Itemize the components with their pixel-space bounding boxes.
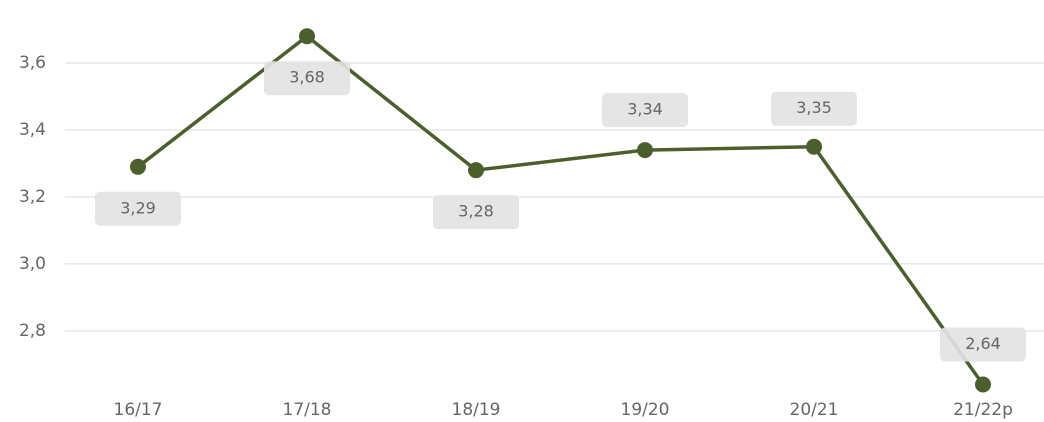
value-label: 3,28 bbox=[458, 202, 494, 221]
point bbox=[637, 142, 653, 159]
y-tick-label: 3,4 bbox=[19, 120, 46, 140]
value-label: 3,35 bbox=[796, 98, 832, 117]
y-tick-label: 2,8 bbox=[19, 321, 46, 341]
point bbox=[975, 376, 991, 393]
value-label-box bbox=[602, 93, 688, 128]
value-label-box bbox=[940, 327, 1026, 362]
x-tick-label: 21/22p bbox=[953, 400, 1013, 420]
point bbox=[130, 158, 146, 175]
value-label-box bbox=[264, 61, 350, 96]
x-tick-label: 19/20 bbox=[621, 400, 670, 420]
y-tick-label: 3,6 bbox=[19, 53, 46, 73]
point bbox=[299, 28, 315, 45]
point bbox=[468, 162, 484, 179]
value-label-box bbox=[771, 91, 857, 126]
point bbox=[806, 138, 822, 155]
x-tick-label: 16/17 bbox=[114, 400, 163, 420]
y-tick-label: 3,2 bbox=[19, 187, 46, 207]
value-label-box bbox=[433, 195, 519, 230]
y-tick-label: 3,0 bbox=[19, 254, 46, 274]
value-label: 3,29 bbox=[120, 198, 156, 217]
x-tick-label: 18/19 bbox=[452, 400, 501, 420]
value-label: 3,68 bbox=[289, 68, 325, 87]
value-label: 2,64 bbox=[965, 334, 1001, 353]
value-label: 3,34 bbox=[627, 100, 663, 119]
line bbox=[136, 34, 985, 386]
x-tick-label: 17/18 bbox=[283, 400, 332, 420]
value-label-box bbox=[95, 191, 181, 226]
x-tick-label: 20/21 bbox=[790, 400, 839, 420]
